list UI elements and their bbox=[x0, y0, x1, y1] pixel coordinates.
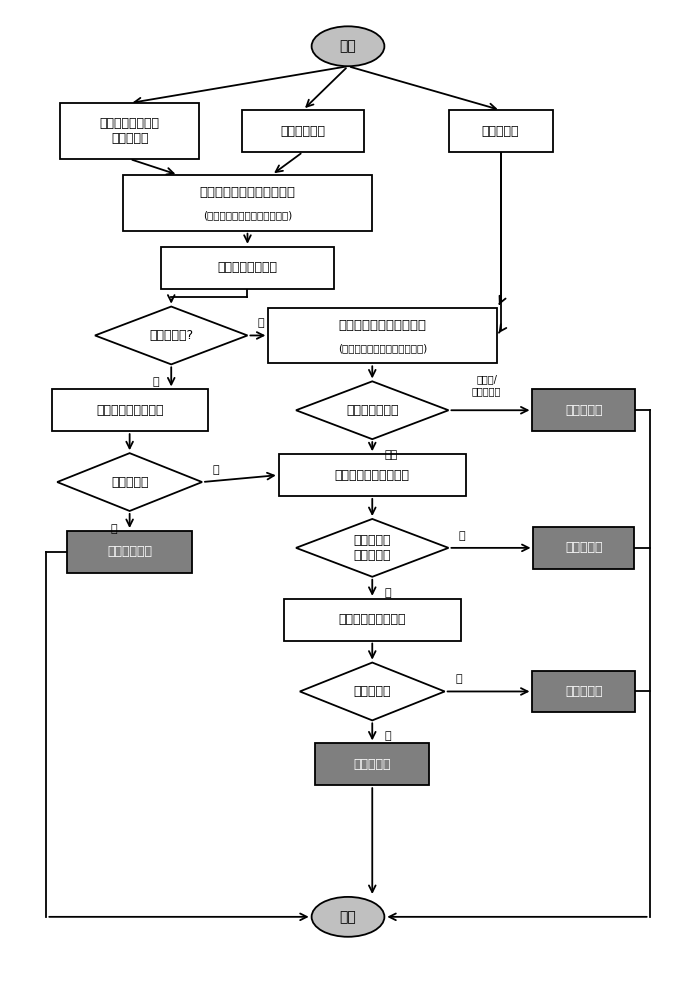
Ellipse shape bbox=[312, 897, 384, 937]
Text: 人员所在的区域: 人员所在的区域 bbox=[346, 404, 399, 417]
Text: 计算人员所在的围栏列表: 计算人员所在的围栏列表 bbox=[339, 319, 427, 332]
Text: 人员活动态: 人员活动态 bbox=[565, 541, 603, 554]
Text: 是否获取到?: 是否获取到? bbox=[149, 329, 193, 342]
Text: 震区: 震区 bbox=[385, 450, 398, 460]
Text: 人员脱困态: 人员脱困态 bbox=[565, 404, 603, 417]
Text: 是: 是 bbox=[258, 318, 264, 328]
Text: 否: 否 bbox=[385, 731, 391, 741]
Bar bbox=[532, 671, 635, 712]
Text: 是否有记录: 是否有记录 bbox=[111, 476, 148, 489]
Bar bbox=[284, 599, 461, 641]
Text: 计算在地震区域围栏的人员: 计算在地震区域围栏的人员 bbox=[200, 186, 296, 199]
Text: 人员受困态: 人员受困态 bbox=[565, 685, 603, 698]
Text: 人员失联态: 人员失联态 bbox=[354, 758, 391, 771]
Bar bbox=[161, 247, 334, 289]
Bar bbox=[278, 454, 466, 496]
Polygon shape bbox=[57, 453, 202, 511]
Text: 变化距离是
否大于阈值: 变化距离是 否大于阈值 bbox=[354, 534, 391, 562]
Bar bbox=[448, 110, 553, 152]
Text: 获取人员实时位置: 获取人员实时位置 bbox=[217, 261, 278, 274]
Bar bbox=[242, 110, 363, 152]
Text: 是否有记录: 是否有记录 bbox=[354, 685, 391, 698]
Text: 获取震后的通话记录: 获取震后的通话记录 bbox=[338, 613, 406, 626]
Text: 是: 是 bbox=[459, 531, 466, 541]
Bar bbox=[268, 308, 497, 363]
Text: 获取地震前最近一
次人员位置: 获取地震前最近一 次人员位置 bbox=[100, 117, 159, 145]
Bar bbox=[533, 527, 634, 569]
Text: 结束: 结束 bbox=[340, 910, 356, 924]
Text: 是: 是 bbox=[455, 675, 461, 685]
Text: 计算震后位置变化距离: 计算震后位置变化距离 bbox=[335, 469, 410, 482]
Polygon shape bbox=[296, 381, 448, 439]
Bar bbox=[532, 389, 635, 431]
Polygon shape bbox=[95, 307, 248, 364]
Polygon shape bbox=[296, 519, 448, 577]
Ellipse shape bbox=[312, 26, 384, 66]
Bar bbox=[315, 743, 429, 785]
Text: 否: 否 bbox=[152, 377, 159, 387]
Text: 地震范围围栏: 地震范围围栏 bbox=[280, 125, 326, 138]
Bar bbox=[52, 389, 207, 431]
Text: 获取震后的通话记录: 获取震后的通话记录 bbox=[96, 404, 164, 417]
Text: 否: 否 bbox=[385, 588, 391, 598]
Text: 避难所围栏: 避难所围栏 bbox=[482, 125, 519, 138]
Text: 否: 否 bbox=[111, 524, 117, 534]
Polygon shape bbox=[300, 663, 445, 720]
Text: 避难所/
非地震范围: 避难所/ 非地震范围 bbox=[472, 375, 501, 396]
Text: (经纬度与多边形区域关系算法): (经纬度与多边形区域关系算法) bbox=[338, 343, 427, 353]
Text: (经纬度与多边形区域关系算法): (经纬度与多边形区域关系算法) bbox=[203, 210, 292, 220]
Bar bbox=[122, 175, 372, 231]
Bar bbox=[68, 531, 192, 573]
Text: 开始: 开始 bbox=[340, 39, 356, 53]
Text: 是: 是 bbox=[212, 465, 219, 475]
Bar bbox=[61, 103, 199, 159]
Text: 人员不确定态: 人员不确定态 bbox=[107, 545, 152, 558]
